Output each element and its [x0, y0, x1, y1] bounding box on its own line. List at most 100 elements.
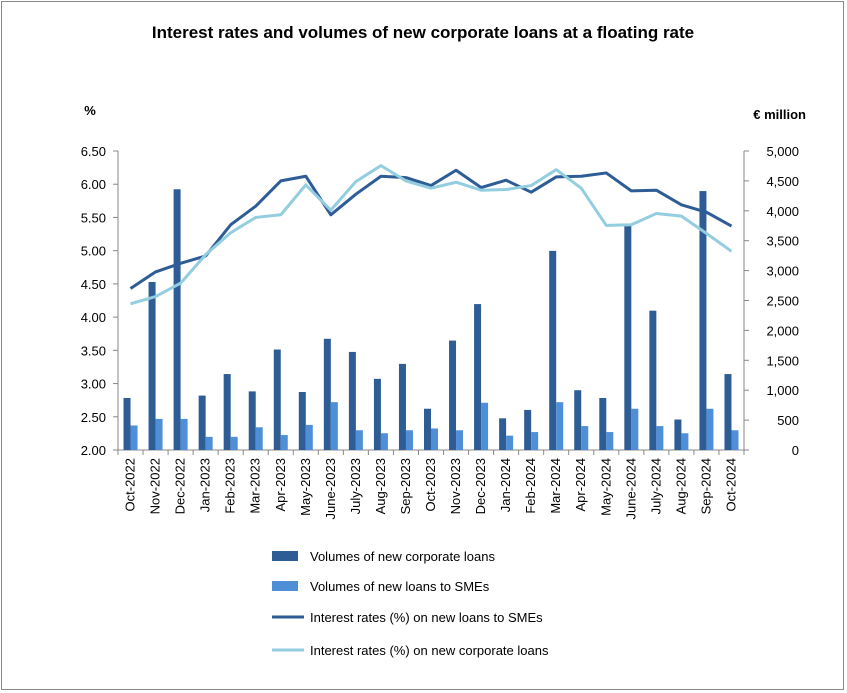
x-tick-label: Dec-2022 — [173, 458, 188, 514]
right-tick-label: 2,500 — [766, 294, 799, 309]
bar-sme-volume — [606, 432, 614, 450]
x-tick-label: Oct-2022 — [123, 458, 138, 511]
x-tick-label: May-2023 — [298, 458, 313, 516]
bar-sme-volume — [481, 402, 489, 450]
bar-corporate-volume — [699, 191, 707, 451]
bar-sme-volume — [230, 436, 238, 450]
bar-corporate-volume — [474, 304, 482, 450]
bar-corporate-volume — [574, 390, 582, 450]
bar-sme-volume — [405, 430, 413, 450]
bar-corporate-volume — [298, 391, 306, 450]
x-tick-label: Aug-2024 — [673, 458, 688, 514]
left-tick-label: 5.00 — [81, 244, 106, 259]
chart-title: Interest rates and volumes of new corpor… — [152, 23, 694, 42]
legend-swatch — [272, 551, 298, 561]
left-tick-label: 3.50 — [81, 343, 106, 358]
bar-corporate-volume — [524, 409, 532, 450]
legend-label: Interest rates (%) on new loans to SMEs — [310, 610, 543, 625]
bar-corporate-volume — [373, 378, 381, 450]
x-tick-label: Apr-2023 — [273, 458, 288, 511]
x-tick-label: Sep-2024 — [698, 458, 713, 514]
x-tick-label: May-2024 — [598, 458, 613, 516]
bar-corporate-volume — [724, 374, 732, 450]
x-tick-label: Feb-2024 — [523, 458, 538, 514]
bar-sme-volume — [531, 432, 539, 450]
x-tick-label: Jan-2024 — [498, 458, 513, 512]
x-tick-label: Aug-2023 — [373, 458, 388, 514]
bar-sme-volume — [556, 402, 564, 450]
bar-sme-volume — [205, 436, 213, 450]
bar-sme-volume — [155, 418, 163, 450]
right-tick-label: 1,000 — [766, 383, 799, 398]
left-tick-label: 3.00 — [81, 377, 106, 392]
bar-sme-volume — [681, 433, 689, 450]
right-tick-label: 3,000 — [766, 264, 799, 279]
bar-sme-volume — [731, 430, 739, 450]
bar-sme-volume — [380, 433, 388, 450]
bar-sme-volume — [506, 435, 514, 450]
x-tick-label: Feb-2023 — [223, 458, 238, 514]
x-tick-label: Jan-2023 — [198, 458, 213, 512]
legend-label: Volumes of new loans to SMEs — [310, 579, 490, 594]
bar-sme-volume — [456, 430, 464, 450]
bar-sme-volume — [355, 430, 363, 450]
bar-sme-volume — [330, 402, 338, 450]
line-corporate-rate — [130, 164, 733, 306]
bar-sme-volume — [706, 408, 714, 450]
left-axis-unit: % — [84, 103, 96, 118]
bar-corporate-volume — [348, 351, 356, 450]
x-tick-label: Nov-2023 — [448, 458, 463, 514]
right-tick-label: 4,000 — [766, 204, 799, 219]
bar-sme-volume — [280, 435, 288, 450]
right-axis-unit: € million — [753, 107, 806, 122]
x-tick-label: Oct-2023 — [423, 458, 438, 511]
legend-swatch — [272, 581, 298, 591]
legend: Volumes of new corporate loans Volumes of… — [272, 549, 549, 658]
legend-label: Volumes of new corporate loans — [310, 549, 495, 564]
x-tick-label: July-2023 — [348, 458, 363, 514]
bar-sme-volume — [581, 426, 589, 450]
bar-corporate-volume — [273, 349, 281, 450]
legend-label: Interest rates (%) on new corporate loan… — [310, 643, 549, 658]
right-tick-label: 3,500 — [766, 234, 799, 249]
x-tick-label: Apr-2024 — [573, 458, 588, 511]
bar-corporate-volume — [649, 310, 657, 450]
bar-corporate-volume — [323, 338, 331, 450]
bar-sme-volume — [631, 408, 639, 450]
bar-sme-volume — [305, 424, 313, 450]
x-tick-label: June-2024 — [623, 458, 638, 519]
x-tick-label: Mar-2023 — [248, 458, 263, 514]
plot-area: 2.00 2.50 3.00 3.50 4.00 4.50 5.00 5.50 6.00 6.50… — [81, 144, 799, 519]
bar-corporate-volume — [123, 397, 131, 450]
left-tick-label: 2.00 — [81, 443, 106, 458]
bar-corporate-volume — [549, 250, 557, 450]
bar-corporate-volume — [248, 391, 256, 450]
bar-corporate-volume — [624, 223, 632, 450]
bar-corporate-volume — [674, 419, 682, 450]
x-tick-label: Nov-2022 — [148, 458, 163, 514]
bar-corporate-volume — [499, 418, 507, 450]
bar-corporate-volume — [173, 189, 181, 450]
x-tick-label: Dec-2023 — [473, 458, 488, 514]
left-tick-label: 5.50 — [81, 210, 106, 225]
bar-corporate-volume — [223, 374, 231, 450]
bar-sme-volume — [656, 426, 664, 450]
bar-sme-volume — [180, 418, 188, 450]
right-tick-label: 2,000 — [766, 323, 799, 338]
bar-corporate-volume — [449, 340, 457, 450]
right-tick-label: 0 — [792, 443, 799, 458]
left-tick-label: 6.50 — [81, 144, 106, 159]
bar-corporate-volume — [198, 395, 206, 450]
bar-sme-volume — [431, 428, 438, 450]
x-tick-label: Mar-2024 — [548, 458, 563, 514]
bar-corporate-volume — [424, 408, 431, 450]
bar-sme-volume — [130, 425, 138, 450]
right-tick-label: 1,500 — [766, 353, 799, 368]
bar-corporate-volume — [148, 281, 156, 450]
left-tick-label: 2.50 — [81, 410, 106, 425]
bar-sme-volume — [255, 427, 263, 450]
left-tick-label: 4.50 — [81, 277, 106, 292]
right-tick-label: 5,000 — [766, 144, 799, 159]
line-sme-rate — [129, 168, 733, 290]
